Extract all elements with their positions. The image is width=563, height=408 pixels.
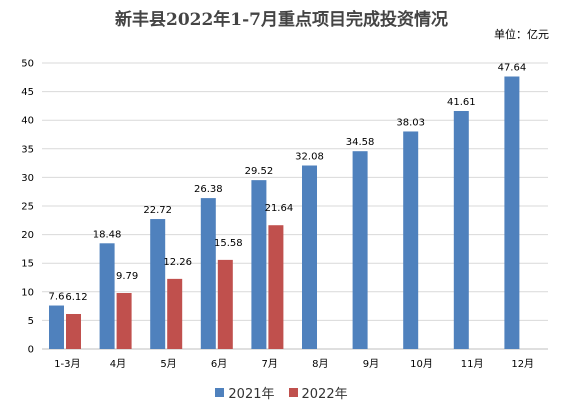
y-tick-label: 25 [21,202,34,213]
y-tick-label: 5 [28,316,34,327]
plot-area: 0 5 10 15 20 25 30 35 40 45 50 7.6 6.12 1-3月 18.48 9.79… [21,59,548,370]
x-tick-label: 7月 [262,358,278,370]
y-tick-label: 20 [21,230,34,241]
y-tick-label: 40 [21,116,34,127]
bar-2022年-4月 [116,293,132,349]
legend: 2021年 2022年 [0,383,563,402]
legend-swatch-2022 [288,388,298,397]
data-label: 7.6 [49,292,65,303]
x-tick-label: 5月 [160,358,176,370]
x-tick-label: 1-3月 [54,358,80,370]
bar-2021年-9月 [352,151,368,349]
y-tick-label: 50 [21,59,34,70]
legend-swatch-2021 [215,388,225,397]
y-tick-label: 45 [21,87,34,98]
bar-2021年-12月 [504,76,520,349]
x-tick-label: 10月 [410,358,433,370]
bar-2021年-7月 [251,180,267,349]
data-label: 15.58 [214,238,243,249]
y-tick-label: 30 [21,173,34,184]
bar-2021年-10月 [403,131,419,349]
legend-item-2021: 2021年 [215,383,275,402]
y-tick-label: 0 [28,345,34,356]
x-tick-label: 11月 [461,358,484,370]
y-tick-label: 10 [21,287,34,298]
x-tick-label: 8月 [312,358,328,370]
bar-2021年-11月 [453,110,469,349]
data-label: 26.38 [194,184,223,195]
bar-2021年-5月 [150,219,166,349]
legend-label-2022: 2022年 [301,387,348,402]
legend-item-2022: 2022年 [288,383,348,402]
bar-2022年-5月 [167,278,183,349]
data-label: 21.64 [265,203,294,214]
x-tick-label: 6月 [211,358,227,370]
data-label: 22.72 [143,205,172,216]
unit-label: 单位：亿元 [494,28,549,41]
x-tick-label: 9月 [363,358,379,370]
bar-2021年-4月 [99,243,115,349]
data-label: 12.26 [163,257,192,268]
bar-2021年-6月 [200,198,216,349]
bar-2022年-6月 [217,259,233,349]
y-tick-label: 35 [21,144,34,155]
x-tick-label: 12月 [511,358,534,370]
data-label: 38.03 [396,117,425,128]
data-label: 41.61 [447,97,476,108]
legend-label-2021: 2021年 [228,387,275,402]
data-label: 29.52 [245,166,274,177]
bar-2021年-1-3月 [49,305,64,349]
data-label: 47.64 [498,62,527,73]
bar-2022年-1-3月 [66,313,81,349]
data-label: 34.58 [346,137,375,148]
data-label: 32.08 [295,152,324,163]
y-tick-label: 15 [21,259,34,270]
x-tick-label: 4月 [110,358,126,370]
bar-2021年-8月 [302,165,317,349]
data-label: 18.48 [93,229,122,240]
data-label: 9.79 [116,271,138,282]
chart-title: 新丰县2022年1-7月重点项目完成投资情况 [114,10,449,30]
data-label: 6.12 [65,292,87,303]
bar-2022年-7月 [268,225,284,349]
